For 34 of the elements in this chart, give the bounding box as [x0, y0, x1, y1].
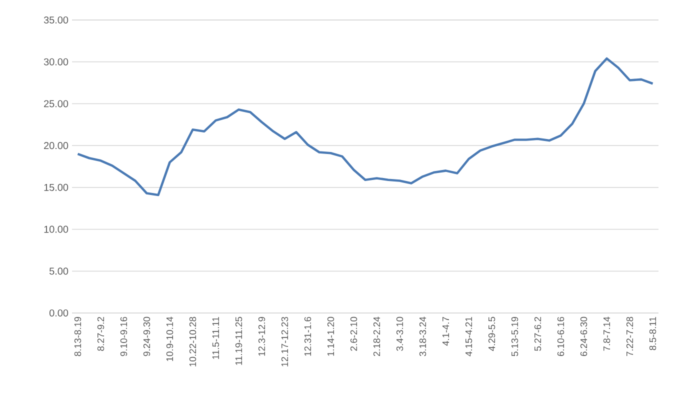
x-tick-label: 8.13-8.19 [74, 316, 82, 356]
y-tick-label: 15.00 [44, 184, 68, 191]
y-tick-label: 0.00 [49, 309, 68, 317]
x-tick-label: 1.14-1.20 [327, 316, 334, 356]
y-tick-label: 25.00 [44, 100, 68, 108]
x-tick-label: 7.22-7.28 [626, 316, 634, 356]
y-tick-label: 10.00 [44, 226, 68, 233]
x-tick-label: 7.8-7.14 [603, 316, 610, 351]
x-tick-label: 2.6-2.10 [350, 316, 358, 351]
x-tick-label: 3.4-3.10 [396, 316, 404, 351]
x-tick-label: 12.3-12.9 [258, 316, 266, 356]
x-tick-label: 3.18-3.24 [419, 316, 426, 356]
y-tick-label: 35.00 [44, 16, 68, 24]
x-tick-label: 6.24-6.30 [580, 316, 588, 356]
x-tick-label: 4.29-5.5 [488, 316, 496, 352]
x-tick-label: 4.1-4.7 [442, 316, 450, 346]
x-tick-label: 9.10-9.16 [120, 316, 128, 356]
x-tick-label: 12.17-12.23 [281, 316, 288, 366]
y-tick-label: 20.00 [44, 142, 68, 150]
x-tick-label: 8.27-9.2 [97, 316, 104, 351]
x-tick-label: 2.18-2.24 [373, 316, 380, 356]
x-tick-label: 9.24-9.30 [143, 316, 150, 356]
x-tick-label: 5.13-5.19 [511, 316, 518, 356]
x-tick-label: 12.31-1.6 [304, 316, 312, 356]
x-tick-label: 6.10-6.16 [557, 316, 564, 356]
y-tick-label: 5.00 [49, 268, 68, 275]
y-tick-label: 30.00 [44, 58, 68, 66]
x-tick-label: 11.19-11.25 [235, 316, 242, 365]
x-tick-label: 10.9-10.14 [166, 316, 174, 362]
x-tick-label: 10.22-10.28 [189, 316, 196, 366]
x-tick-label: 11.5-11.11 [212, 316, 220, 359]
x-tick-label: 4.15-4.21 [465, 316, 472, 356]
x-tick-label: 8.5-8.11 [649, 316, 656, 350]
x-tick-label: 5.27-6.2 [534, 316, 542, 351]
